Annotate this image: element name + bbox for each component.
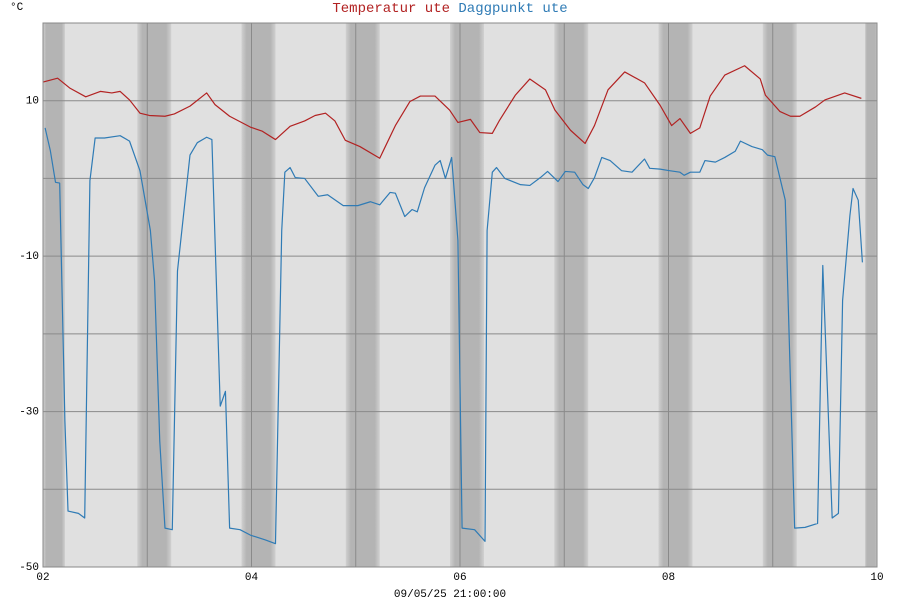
- night-band: [450, 23, 484, 567]
- night-band: [865, 23, 877, 567]
- plot-border: [42, 22, 878, 568]
- y-tick-label: -50: [19, 562, 39, 574]
- night-band: [137, 23, 172, 567]
- y-tick-label: -10: [19, 251, 39, 263]
- series-line: [42, 65, 862, 159]
- night-band: [762, 23, 797, 567]
- x-tick-label: 02: [36, 572, 49, 584]
- x-axis-label: 09/05/25 21:00:00: [394, 589, 506, 600]
- y-axis-label: °C: [10, 2, 24, 14]
- night-band: [241, 23, 276, 567]
- series-line: [44, 127, 863, 545]
- x-tick-label: 04: [245, 572, 259, 584]
- legend-entry: Temperatur ute: [332, 1, 450, 17]
- night-band: [43, 23, 65, 567]
- night-band: [658, 23, 693, 567]
- y-tick-label: 10: [26, 96, 39, 108]
- y-tick-label: -30: [19, 406, 39, 418]
- chart-title: Temperatur ute Daggpunkt ute: [332, 1, 567, 17]
- x-tick-label: 06: [453, 572, 466, 584]
- x-tick-label: 10: [870, 572, 883, 584]
- night-band: [345, 23, 380, 567]
- x-tick-label: 08: [662, 572, 675, 584]
- night-band: [554, 23, 589, 567]
- legend-entry: Daggpunkt ute: [458, 1, 567, 17]
